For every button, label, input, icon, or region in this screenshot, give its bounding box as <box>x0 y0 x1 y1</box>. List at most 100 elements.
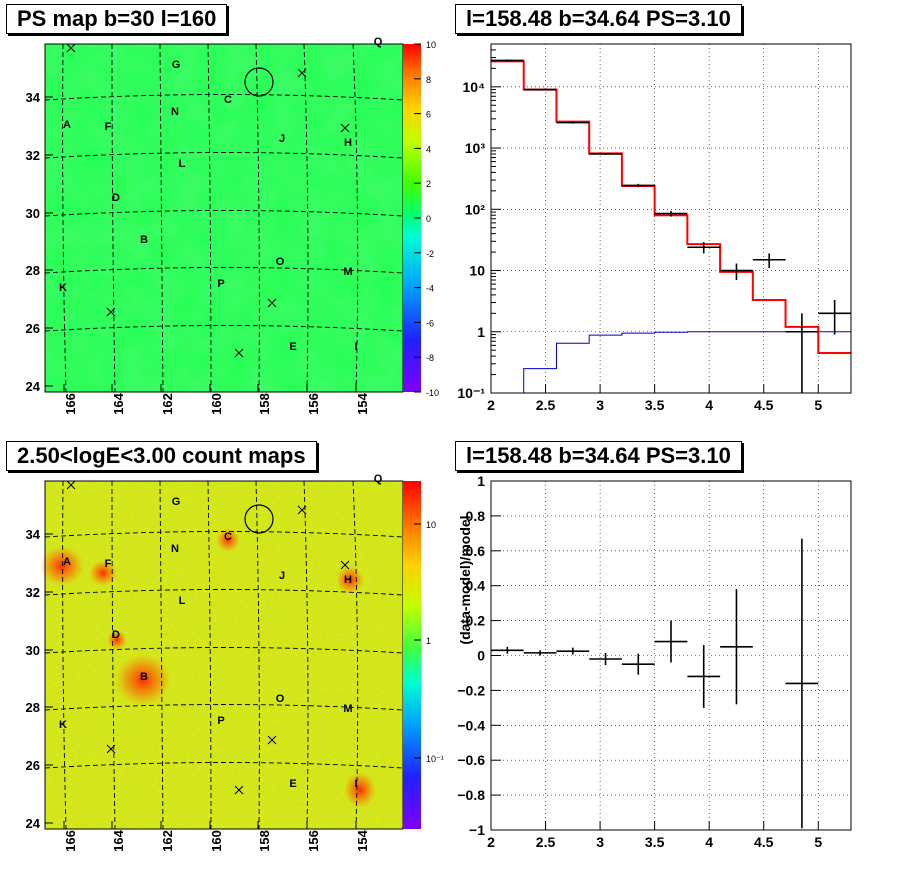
grid-parallel <box>44 589 404 596</box>
x-tick-label: 162 <box>160 393 175 415</box>
spectrum-plot-area <box>491 44 851 393</box>
source-label-p: P <box>217 278 224 290</box>
source-label-m: M <box>343 703 352 715</box>
y-tick-label: 10⁴ <box>463 79 486 95</box>
source-label-k: K <box>59 719 67 731</box>
grid-parallel <box>44 152 404 159</box>
grid-parallel <box>44 704 404 711</box>
source-label-j: J <box>279 570 285 582</box>
residual-point <box>687 645 721 708</box>
source-a-hotspot <box>40 546 84 586</box>
source-model-step <box>491 331 851 394</box>
source-label-j: J <box>279 133 285 145</box>
cross-marker <box>267 298 277 308</box>
ps-colorbar <box>403 44 421 392</box>
spectrum-source-model <box>491 331 851 394</box>
source-label-f: F <box>105 121 112 133</box>
grid-parallel <box>44 267 404 274</box>
residual-point <box>589 652 622 666</box>
x-tick-label: 154 <box>355 829 370 851</box>
source-h-hotspot <box>336 566 364 594</box>
colorbar-tick-label: 2 <box>426 179 431 189</box>
source-label-d: D <box>112 629 120 641</box>
y-tick-label: 0.4 <box>466 578 486 594</box>
x-tick-label: 156 <box>306 830 321 852</box>
colorbar-tick-label: -8 <box>426 353 434 363</box>
source-label-e: E <box>289 778 296 790</box>
source-b-hotspot <box>115 654 171 706</box>
x-tick-label: 2.5 <box>536 397 556 413</box>
colorbar-tick-label: -6 <box>426 318 434 328</box>
colorbar-tick-label: 6 <box>426 110 431 120</box>
residual-y-axis-label: (data-model)/model <box>457 515 473 644</box>
x-tick-label: 158 <box>257 830 272 852</box>
y-tick-label: 28 <box>26 700 40 715</box>
cross-marker <box>234 348 244 358</box>
residual-point <box>785 538 819 829</box>
x-tick-label: 2 <box>487 834 495 850</box>
data-point <box>556 121 590 124</box>
ps-map-texture <box>45 44 403 392</box>
count-map-x-axis: 166 164 162 160 158 156 154 <box>63 821 370 852</box>
spectrum-data-points <box>491 59 851 393</box>
residual-data-points <box>491 538 819 829</box>
y-tick-label: 34 <box>26 527 41 542</box>
y-tick-label: 30 <box>26 643 40 658</box>
ps-map-y-axis: 24 26 28 30 32 34 <box>26 90 53 394</box>
data-point <box>491 59 524 62</box>
source-label-e: E <box>289 341 296 353</box>
data-point <box>523 88 557 91</box>
grid-parallel <box>44 325 404 332</box>
colorbar-tick-label: 8 <box>426 75 431 85</box>
grid-parallel <box>44 762 404 769</box>
x-tick-label: 156 <box>306 393 321 415</box>
source-label-h: H <box>344 137 352 149</box>
grid-parallel <box>44 210 404 217</box>
y-tick-label: −0.2 <box>457 682 485 698</box>
residual-grid <box>491 481 851 830</box>
source-label-n: N <box>171 543 179 555</box>
data-point <box>752 253 786 268</box>
data-point <box>621 183 655 188</box>
y-tick-label: 1 <box>477 324 485 340</box>
x-tick-label: 166 <box>63 393 78 415</box>
source-label-a: A <box>63 119 71 131</box>
y-tick-label: 10 <box>469 263 485 279</box>
data-point <box>818 300 851 335</box>
source-label-q: Q <box>374 473 383 485</box>
source-label-o: O <box>276 256 285 268</box>
y-tick-label: 0 <box>477 648 485 664</box>
x-tick-label: 154 <box>355 392 370 414</box>
y-tick-label: −0.6 <box>457 752 485 768</box>
data-point <box>654 210 688 217</box>
x-tick-label: 2.5 <box>536 834 556 850</box>
ps-map-x-axis: 166 164 162 160 158 156 154 <box>63 384 370 415</box>
x-tick-label: 4.5 <box>754 834 774 850</box>
residual-axes: 2 2.5 3 3.5 4 4.5 5 1 0.8 0.6 0.4 0.2 0 −0.2 −0.4 −0.6 −… <box>457 473 822 850</box>
y-tick-label: 0.6 <box>466 543 486 559</box>
source-label-d: D <box>112 192 120 204</box>
source-label-b: B <box>140 671 148 683</box>
residual-point <box>491 646 524 654</box>
x-tick-label: 4 <box>705 397 713 413</box>
x-tick-label: 162 <box>160 830 175 852</box>
grid-parallel <box>44 647 404 654</box>
x-tick-label: 2 <box>487 397 495 413</box>
count-map-source-labels: Q G C N A F J H L D B O M K P E I <box>59 473 383 790</box>
y-tick-label: 30 <box>26 206 40 221</box>
y-tick-label: 34 <box>26 90 41 105</box>
cross-marker <box>297 68 307 78</box>
cross-marker <box>267 735 277 745</box>
y-tick-label: 0.8 <box>466 508 486 524</box>
ps-map-cross-markers <box>66 43 350 358</box>
y-tick-label: 26 <box>26 758 40 773</box>
cross-marker <box>340 123 350 133</box>
source-label-i: I <box>354 341 357 353</box>
source-label-l: L <box>179 595 186 607</box>
x-tick-label: 5 <box>814 834 822 850</box>
x-tick-label: 5 <box>814 397 822 413</box>
ps-map-title: PS map b=30 l=160 <box>6 4 228 34</box>
source-label-g: G <box>172 59 181 71</box>
